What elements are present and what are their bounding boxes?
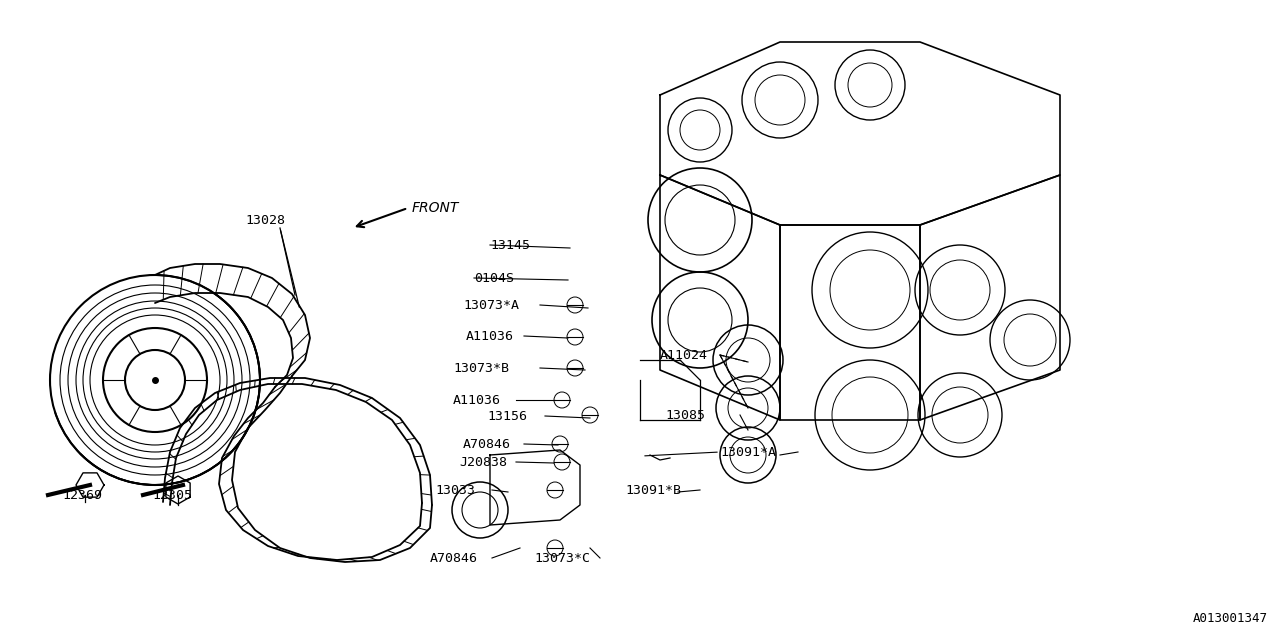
Text: A11036: A11036 (453, 394, 500, 406)
Text: A013001347: A013001347 (1193, 612, 1268, 625)
Text: 13028: 13028 (244, 214, 285, 227)
Text: A70846: A70846 (463, 438, 511, 451)
Text: 13091*A: 13091*A (721, 445, 776, 458)
Text: 13156: 13156 (486, 410, 527, 422)
Text: 13091*B: 13091*B (625, 483, 681, 497)
Text: A11036: A11036 (466, 330, 515, 342)
Text: 12369: 12369 (61, 488, 102, 502)
Text: 13085: 13085 (666, 408, 705, 422)
Text: A11024: A11024 (660, 349, 708, 362)
Text: A70846: A70846 (430, 552, 477, 564)
Text: 13073*B: 13073*B (453, 362, 509, 374)
Text: 13145: 13145 (490, 239, 530, 252)
Text: 12305: 12305 (152, 488, 192, 502)
Text: J20838: J20838 (460, 456, 507, 468)
Text: 13033: 13033 (435, 483, 475, 497)
Text: 0104S: 0104S (474, 271, 515, 285)
Text: 13073*A: 13073*A (463, 298, 518, 312)
Text: 13073*C: 13073*C (534, 552, 590, 564)
Text: FRONT: FRONT (412, 201, 460, 215)
